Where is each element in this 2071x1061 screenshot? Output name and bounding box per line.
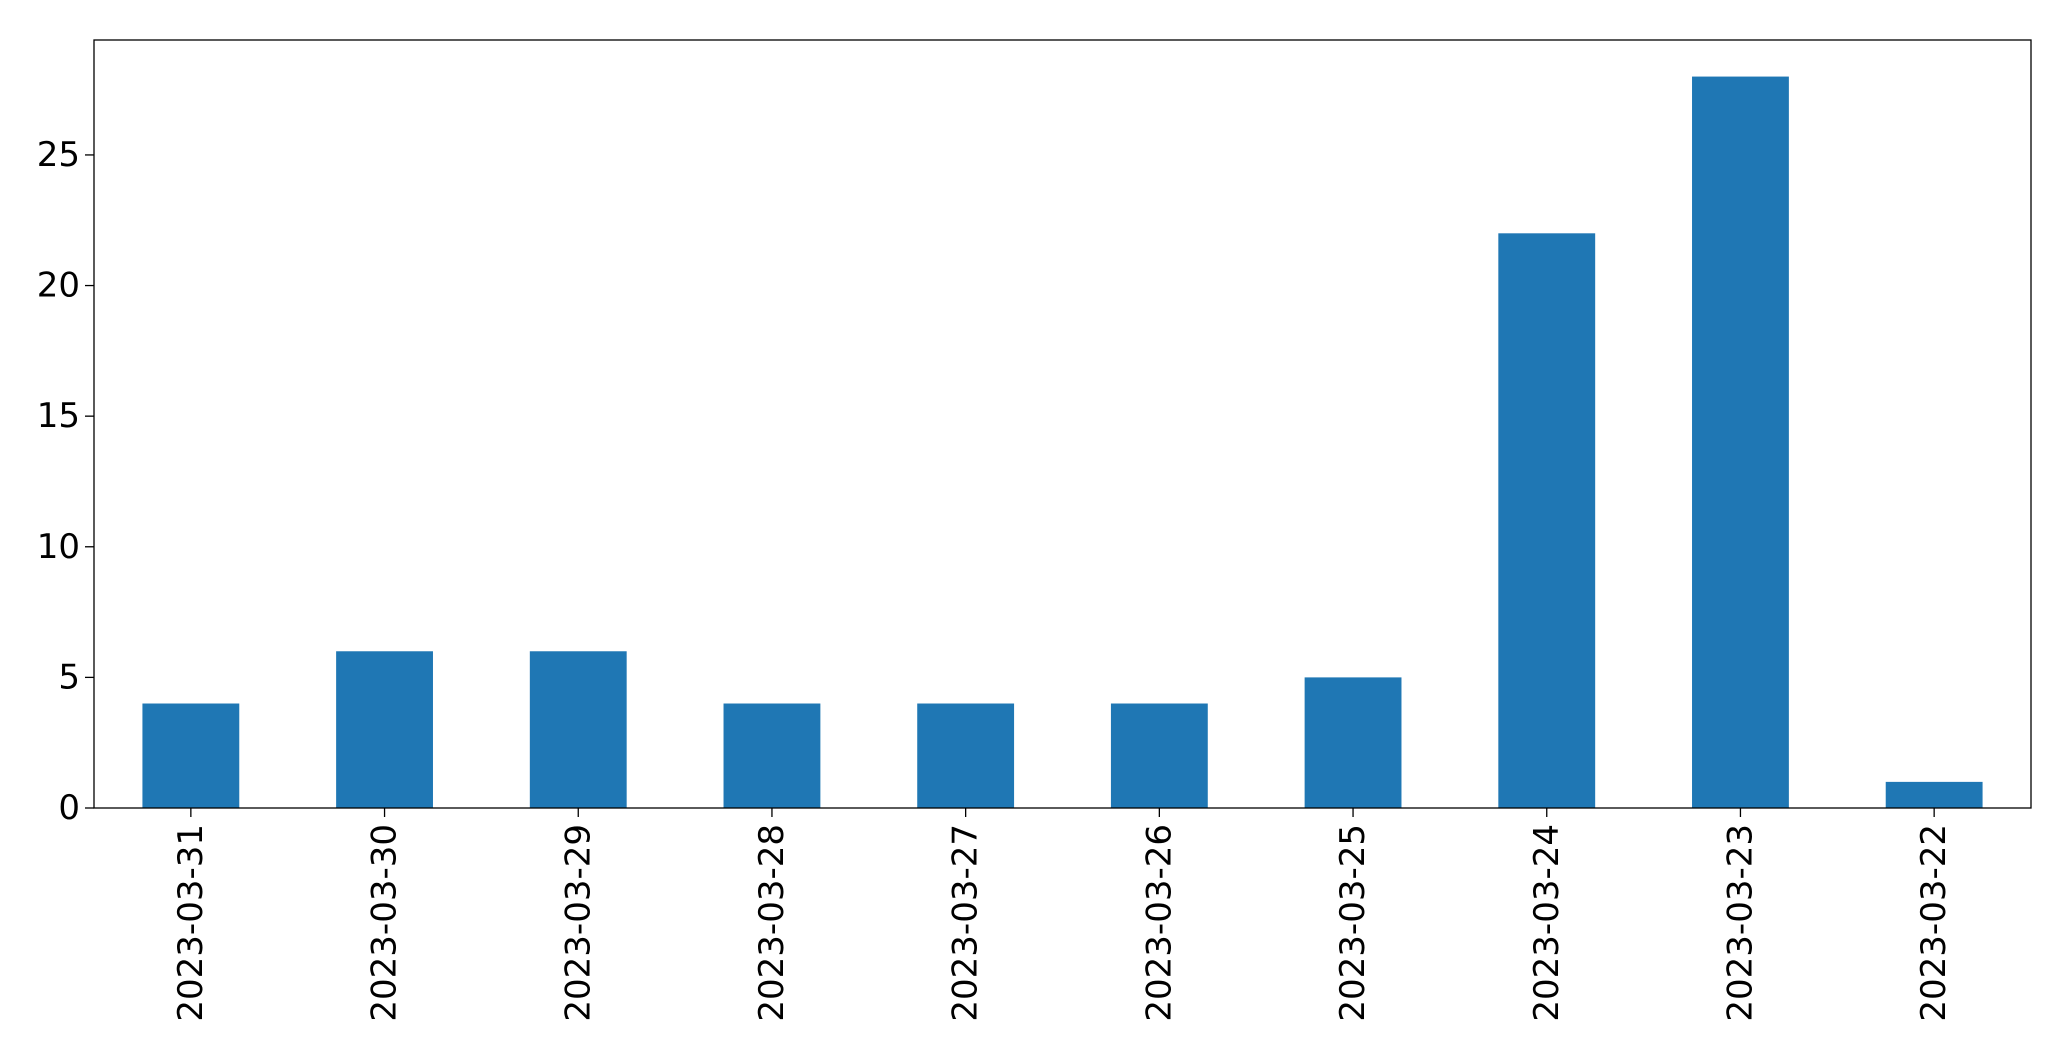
plot-frame	[93, 39, 2032, 809]
y-tick-label: 15	[37, 396, 80, 436]
x-tick-label: 2023-03-29	[558, 824, 598, 1022]
bar	[142, 703, 240, 808]
x-tick-label: 2023-03-27	[946, 824, 986, 1022]
y-tick-label: 10	[37, 527, 80, 567]
x-tick-label: 2023-03-26	[1139, 824, 1179, 1022]
bar	[1498, 233, 1596, 808]
bar	[1110, 703, 1208, 808]
bar	[1885, 781, 1983, 808]
bar	[917, 703, 1015, 808]
x-tick-label: 2023-03-31	[171, 824, 211, 1022]
bar	[1304, 677, 1402, 808]
y-tick-label: 20	[37, 266, 80, 306]
x-tick-label: 2023-03-30	[365, 824, 405, 1022]
bar	[336, 651, 433, 808]
y-tick-label: 25	[37, 135, 80, 175]
bar	[1692, 76, 1789, 809]
x-tick-label: 2023-03-23	[1720, 824, 1760, 1022]
x-tick-label: 2023-03-24	[1527, 824, 1567, 1022]
x-tick-label: 2023-03-28	[752, 824, 792, 1022]
x-tick-label: 2023-03-22	[1914, 824, 1954, 1022]
y-tick-label: 5	[58, 657, 80, 697]
y-tick-label: 0	[58, 788, 80, 828]
bar	[723, 703, 821, 808]
bar	[529, 651, 627, 808]
x-tick-label: 2023-03-25	[1333, 824, 1373, 1022]
